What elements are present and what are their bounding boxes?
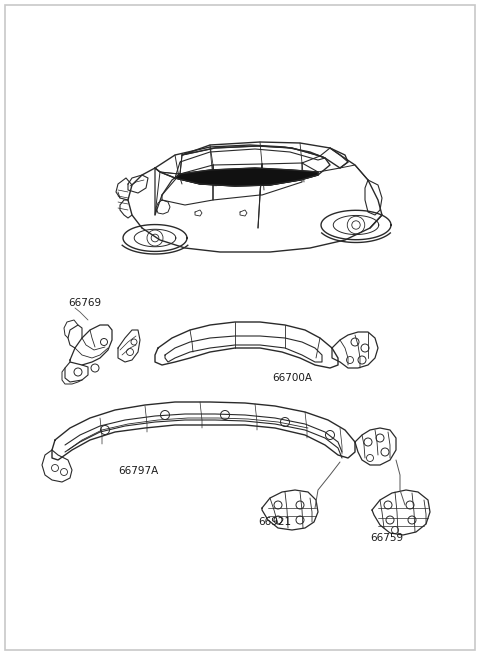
Text: 66769: 66769 [68, 298, 101, 308]
Polygon shape [175, 168, 318, 186]
Text: 66759: 66759 [370, 533, 403, 543]
Text: 66797A: 66797A [118, 466, 158, 476]
Text: 66700A: 66700A [272, 373, 312, 383]
Text: 66921: 66921 [258, 517, 291, 527]
